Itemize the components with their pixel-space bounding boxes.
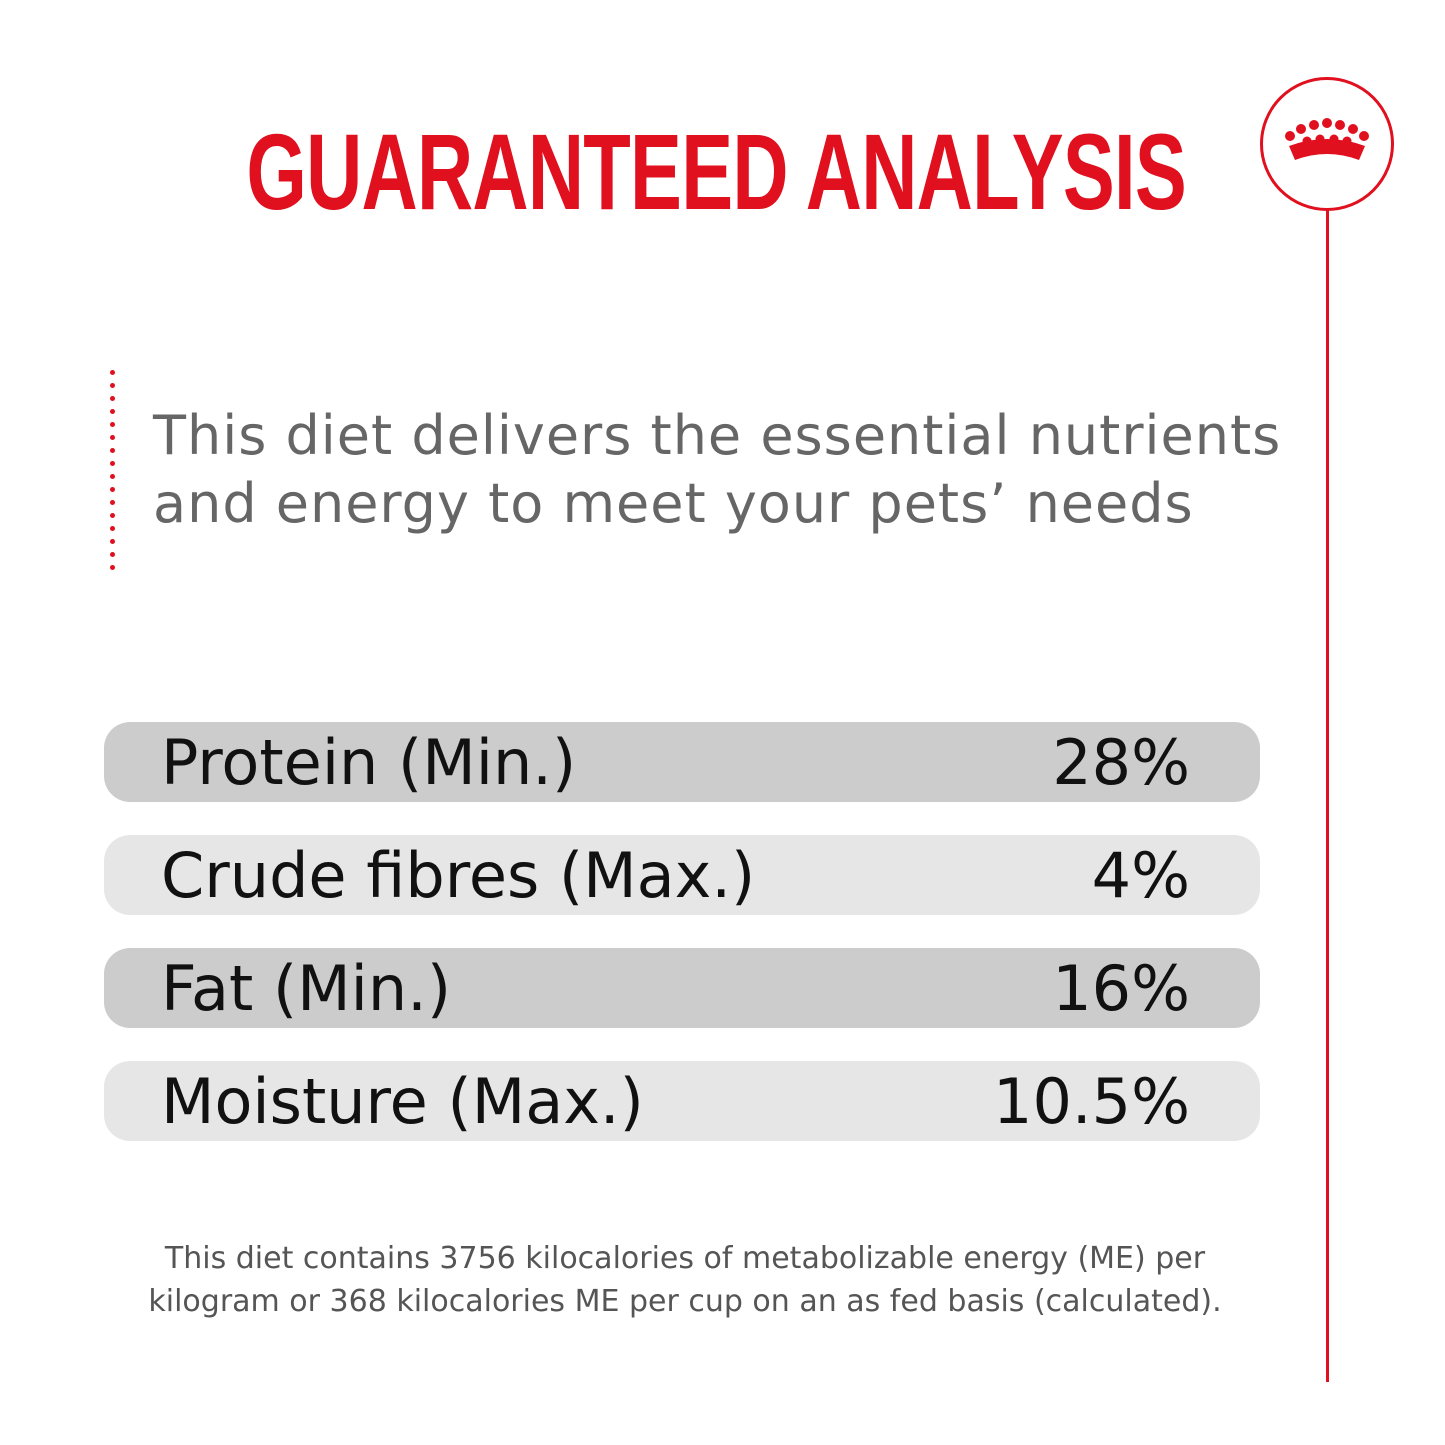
nutrient-value: 10.5% — [993, 1064, 1190, 1138]
intro-text: This diet delivers the essential nutrien… — [153, 404, 1282, 535]
analysis-row: Protein (Min.) 28% — [104, 722, 1260, 802]
nutrient-label: Moisture (Max.) — [161, 1064, 644, 1138]
crown-icon — [1285, 118, 1369, 160]
page-title: GUARANTEED ANALYSIS — [246, 111, 1187, 232]
analysis-row: Fat (Min.) 16% — [104, 948, 1260, 1028]
energy-note: This diet contains 3756 kilocalories of … — [148, 1241, 1222, 1319]
nutrient-label: Fat (Min.) — [161, 951, 452, 1025]
dotted-accent — [110, 370, 116, 570]
nutrient-label: Protein (Min.) — [161, 725, 577, 799]
analysis-row: Crude fibres (Max.) 4% — [104, 835, 1260, 915]
nutrient-value: 4% — [1091, 838, 1190, 912]
nutrient-value: 28% — [1052, 725, 1190, 799]
nutrient-label: Crude fibres (Max.) — [161, 838, 756, 912]
divider-line — [1326, 210, 1329, 1382]
nutrient-value: 16% — [1052, 951, 1190, 1025]
analysis-row: Moisture (Max.) 10.5% — [104, 1061, 1260, 1141]
analysis-table: Protein (Min.) 28% Crude fibres (Max.) 4… — [104, 722, 1260, 1174]
brand-logo — [1260, 77, 1394, 211]
